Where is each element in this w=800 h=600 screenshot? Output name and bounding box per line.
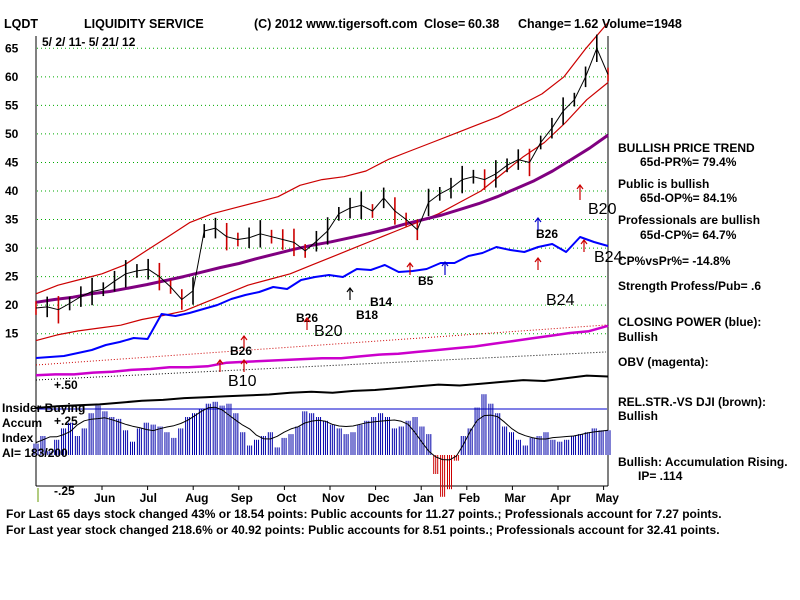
signal-arrowhead <box>441 261 449 267</box>
x-tick-label: Apr <box>550 491 571 505</box>
volume-value: 1948 <box>654 17 682 31</box>
cp-vs-pr: CP%vsPr%= -14.8% <box>618 254 731 268</box>
accum-label: Accum <box>2 416 43 430</box>
company-name: LIQUIDITY SERVICE <box>84 17 204 31</box>
signal-label: B26 <box>230 344 252 358</box>
signal-arrowhead <box>240 335 248 341</box>
upper-band-line <box>35 22 609 295</box>
y-tick-label: 20 <box>5 298 19 312</box>
y-tick-label: 35 <box>5 213 19 227</box>
accum-smooth-line <box>35 406 609 461</box>
volume-label: Volume= <box>602 17 654 31</box>
y-tick-label: 15 <box>5 327 19 341</box>
index-label: Index <box>2 431 34 445</box>
rel-strength-line <box>35 374 609 409</box>
x-tick-label: Dec <box>368 491 390 505</box>
x-tick-label: May <box>596 491 620 505</box>
public-label: Public is bullish <box>618 177 710 191</box>
signal-arrowhead <box>346 287 354 293</box>
accum-tick-label: +.50 <box>54 378 78 392</box>
signal-label: B20 <box>588 201 617 218</box>
x-tick-label: Feb <box>459 491 480 505</box>
obv-trendline <box>35 351 607 381</box>
x-tick-label: Aug <box>185 491 208 505</box>
y-tick-label: 50 <box>5 127 19 141</box>
ticker: LQDT <box>4 17 39 31</box>
x-tick-label: Nov <box>322 491 345 505</box>
signal-label: B18 <box>356 308 378 322</box>
signal-label: B24 <box>594 249 623 266</box>
professionals-label: Professionals are bullish <box>618 213 761 227</box>
signal-arrowhead <box>406 262 414 268</box>
signal-label: B5 <box>418 274 434 288</box>
x-tick-label: Jun <box>94 491 115 505</box>
change-label: Change= <box>518 17 572 31</box>
closing-power-label: CLOSING POWER (blue): <box>618 315 762 329</box>
y-tick-label: 45 <box>5 155 19 169</box>
ai-value: AI= 183/200 <box>2 446 68 460</box>
insider-buying-label: Insider Buying <box>2 401 86 415</box>
y-tick-label: 25 <box>5 270 19 284</box>
signal-arrowhead <box>303 317 311 323</box>
accum-status: Bullish: Accumulation Rising. <box>618 455 788 469</box>
obv-line <box>35 324 609 377</box>
rel-str-status: Bullish <box>618 409 659 423</box>
y-tick-label: 65 <box>5 41 19 55</box>
y-tick-label: 55 <box>5 98 19 112</box>
change-value: 1.62 <box>574 17 599 31</box>
cp-pct: 65d-CP%= 64.7% <box>640 228 737 242</box>
y-tick-label: 30 <box>5 241 19 255</box>
closing-power-line <box>35 236 609 359</box>
x-tick-label: Sep <box>231 491 253 505</box>
x-tick-label: Jul <box>140 491 157 505</box>
footer-line-1: For Last 65 days stock changed 43% or 18… <box>6 507 722 521</box>
y-tick-label: 40 <box>5 184 19 198</box>
pr-pct: 65d-PR%= 79.4% <box>640 155 737 169</box>
signal-label: B20 <box>314 323 343 340</box>
copyright: (C) 2012 www.tigersoft.com <box>254 17 418 31</box>
close-value: 60.38 <box>468 17 500 31</box>
obv-label: OBV (magenta): <box>618 355 709 369</box>
cp-trendline <box>35 324 607 366</box>
y-tick-label: 60 <box>5 70 19 84</box>
lower-band-line <box>35 82 609 342</box>
close-label: Close= <box>424 17 466 31</box>
op-pct: 65d-OP%= 84.1% <box>640 191 738 205</box>
rel-str-label: REL.STR.-VS DJI (brown): <box>618 395 766 409</box>
footer-line-2: For Last year stock changed 218.6% or 40… <box>6 523 720 537</box>
ip-value: IP= .114 <box>638 469 683 483</box>
x-tick-label: Oct <box>276 491 296 505</box>
trend-label: BULLISH PRICE TREND <box>618 141 755 155</box>
signal-label: B10 <box>228 373 257 390</box>
price-line <box>35 47 609 311</box>
signal-arrowhead <box>240 359 248 365</box>
accum-tick-label: +.25 <box>54 414 78 428</box>
signal-label: B14 <box>370 295 392 309</box>
closing-power-status: Bullish <box>618 330 659 344</box>
x-tick-label: Mar <box>504 491 526 505</box>
x-tick-label: Jan <box>413 491 434 505</box>
accum-tick-label: -.25 <box>54 484 75 498</box>
signal-arrowhead <box>580 239 588 245</box>
moving-average-line <box>35 133 609 304</box>
signal-label: B26 <box>536 227 558 241</box>
signal-label: B24 <box>546 292 575 309</box>
signal-arrowhead <box>576 184 584 190</box>
strength-ratio: Strength Profess/Pub= .6 <box>618 279 762 293</box>
date-range: 5/ 2/ 11- 5/ 21/ 12 <box>42 35 136 49</box>
signal-arrowhead <box>534 257 542 263</box>
signal-arrowhead <box>534 217 542 223</box>
signal-arrowhead <box>216 359 224 365</box>
